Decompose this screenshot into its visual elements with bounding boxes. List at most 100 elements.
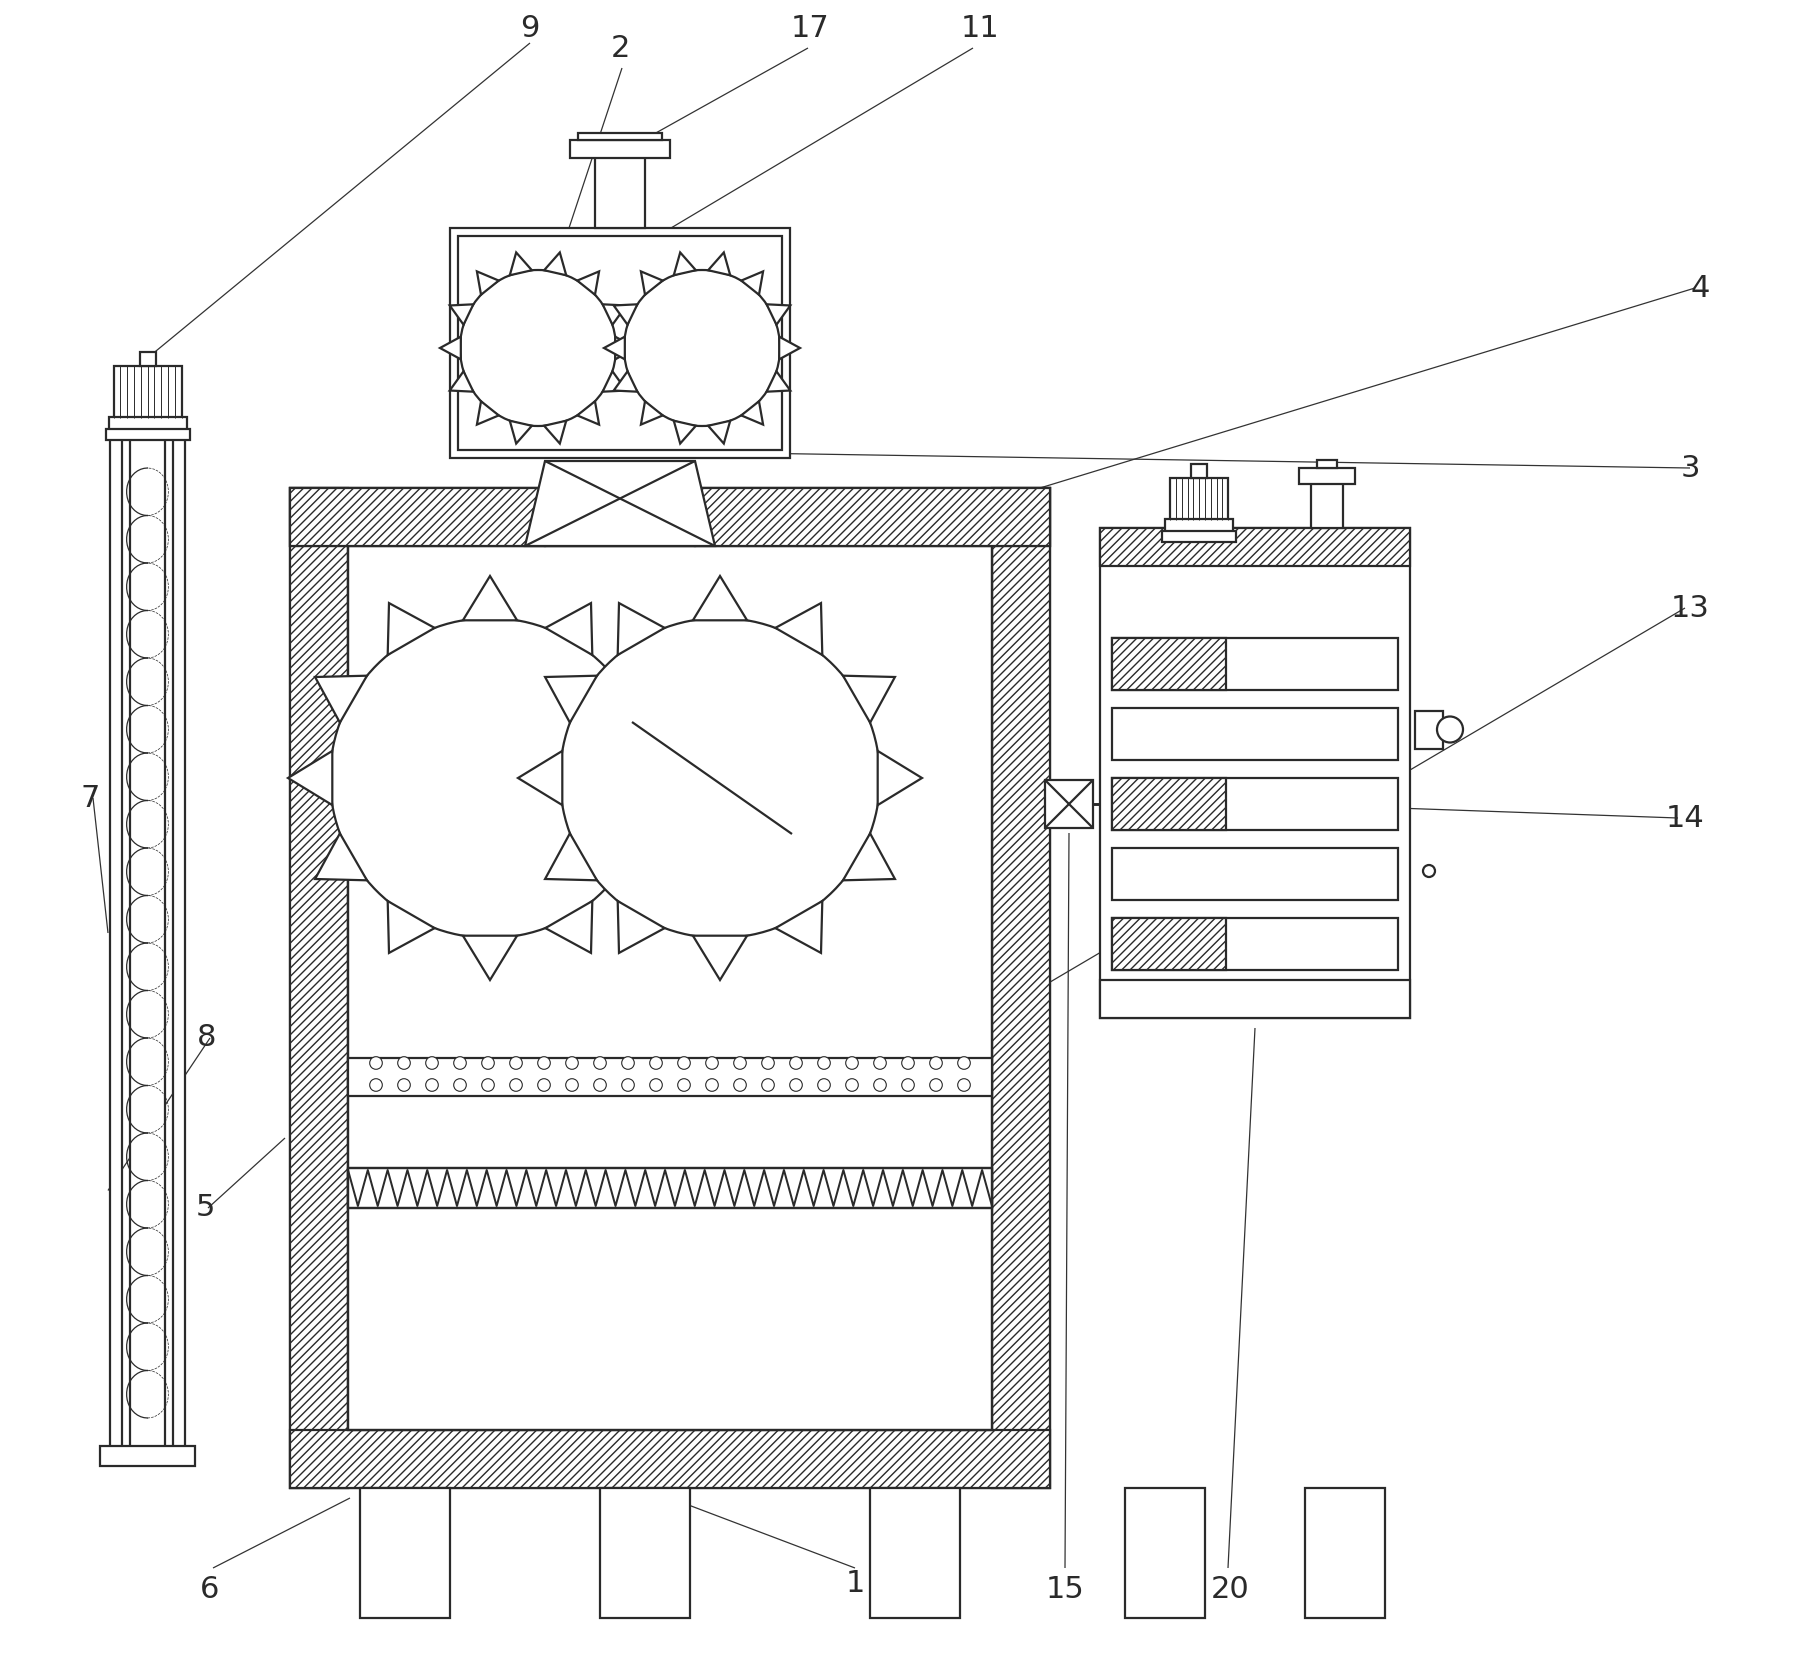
Polygon shape (766, 372, 790, 392)
Bar (348, 545, 991, 1429)
Bar (1171, 479, 1229, 520)
Polygon shape (741, 272, 763, 295)
Circle shape (509, 1079, 522, 1091)
Polygon shape (545, 676, 596, 722)
Circle shape (761, 1058, 774, 1069)
Polygon shape (779, 337, 801, 359)
Circle shape (565, 1058, 578, 1069)
Bar (1305, 1488, 1384, 1618)
Bar (458, 235, 783, 450)
Bar (290, 489, 1049, 1488)
Text: 11: 11 (960, 13, 1000, 42)
Text: 14: 14 (1665, 804, 1705, 832)
Text: 2: 2 (611, 33, 631, 62)
Polygon shape (843, 834, 895, 881)
Polygon shape (525, 460, 716, 545)
Circle shape (397, 1079, 410, 1091)
Polygon shape (518, 751, 562, 806)
Polygon shape (708, 420, 730, 444)
Polygon shape (641, 272, 663, 295)
Bar (140, 352, 156, 365)
Polygon shape (843, 676, 895, 722)
Polygon shape (614, 372, 638, 392)
Circle shape (370, 1079, 382, 1091)
Circle shape (817, 1058, 830, 1069)
Polygon shape (776, 604, 823, 656)
Text: 13: 13 (1671, 594, 1709, 622)
Circle shape (846, 1079, 859, 1091)
Circle shape (959, 1058, 969, 1069)
Bar (1415, 711, 1442, 749)
Bar (1100, 981, 1410, 1017)
Circle shape (594, 1079, 607, 1091)
Text: 7: 7 (80, 784, 100, 812)
Bar (290, 1429, 1049, 1488)
Bar (1100, 529, 1410, 1017)
Polygon shape (544, 252, 565, 275)
Bar (1165, 519, 1234, 532)
Polygon shape (674, 420, 696, 444)
Text: 1: 1 (846, 1568, 864, 1598)
Bar (545, 489, 696, 545)
Bar (1113, 707, 1399, 761)
Circle shape (565, 1079, 578, 1091)
Bar (114, 365, 181, 419)
Circle shape (538, 1058, 551, 1069)
Bar (290, 489, 1049, 545)
Polygon shape (708, 252, 730, 275)
Circle shape (817, 1079, 830, 1091)
Circle shape (482, 1079, 495, 1091)
Bar (1113, 637, 1227, 691)
Bar (449, 229, 790, 459)
Bar (105, 429, 190, 440)
Circle shape (790, 1079, 803, 1091)
Polygon shape (578, 272, 600, 295)
Circle shape (370, 1058, 382, 1069)
Circle shape (790, 1058, 803, 1069)
Polygon shape (509, 252, 533, 275)
Text: 4: 4 (1691, 274, 1711, 302)
Polygon shape (462, 575, 516, 620)
Bar (290, 489, 545, 545)
Polygon shape (545, 901, 593, 952)
Polygon shape (612, 676, 665, 722)
Text: 20: 20 (1210, 1576, 1250, 1605)
Polygon shape (288, 751, 332, 806)
Bar (1113, 777, 1227, 831)
Bar (1190, 464, 1207, 479)
Polygon shape (544, 420, 565, 444)
Circle shape (734, 1079, 747, 1091)
Text: 9: 9 (520, 13, 540, 42)
Circle shape (397, 1058, 410, 1069)
Bar (991, 489, 1049, 1488)
Circle shape (705, 1058, 718, 1069)
Polygon shape (603, 372, 627, 392)
Bar (348, 1058, 991, 1096)
Text: 15: 15 (1046, 1576, 1084, 1605)
Circle shape (761, 1079, 774, 1091)
Bar (578, 133, 661, 140)
Bar (1113, 917, 1399, 971)
Polygon shape (388, 901, 435, 952)
Bar (594, 153, 645, 229)
Circle shape (426, 1079, 439, 1091)
Text: 8: 8 (198, 1024, 217, 1053)
Polygon shape (388, 604, 435, 656)
Polygon shape (449, 372, 473, 392)
Circle shape (678, 1058, 690, 1069)
Bar (130, 419, 165, 1448)
Polygon shape (603, 337, 625, 359)
Circle shape (930, 1079, 942, 1091)
Bar (1161, 530, 1236, 542)
Bar (172, 419, 185, 1448)
Bar (111, 419, 121, 1448)
Bar (348, 545, 991, 1429)
Circle shape (873, 1079, 886, 1091)
Polygon shape (614, 304, 638, 325)
Polygon shape (545, 604, 593, 656)
Circle shape (930, 1058, 942, 1069)
Circle shape (846, 1058, 859, 1069)
Polygon shape (449, 304, 473, 325)
Circle shape (902, 1058, 915, 1069)
Text: 5: 5 (196, 1194, 214, 1223)
